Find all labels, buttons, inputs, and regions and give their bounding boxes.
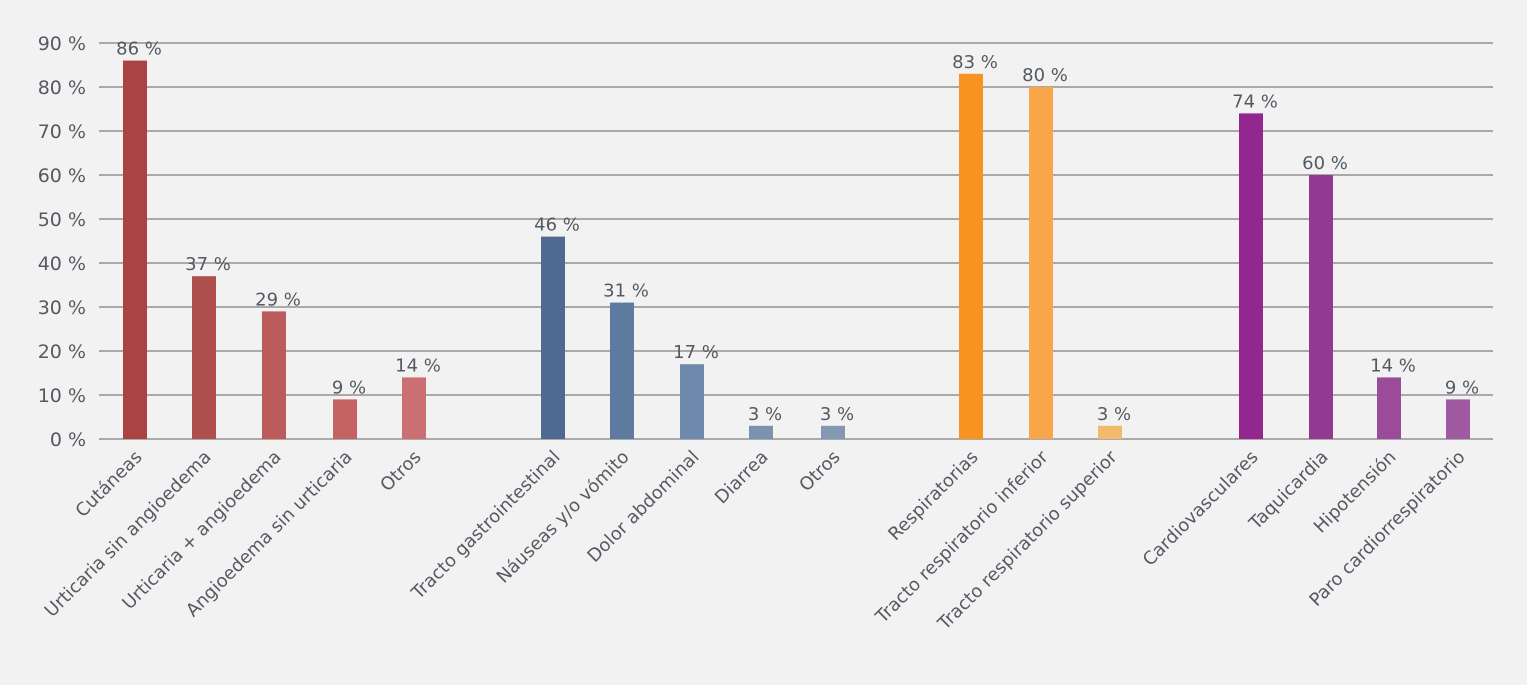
bar bbox=[1309, 175, 1333, 439]
y-tick-label: 50 % bbox=[38, 209, 86, 231]
x-tick-label: Cutáneas bbox=[72, 447, 147, 522]
data-label: 60 % bbox=[1302, 153, 1348, 174]
data-label: 3 % bbox=[820, 404, 854, 425]
data-label: 86 % bbox=[116, 39, 162, 60]
bar bbox=[680, 364, 704, 439]
bar bbox=[821, 425, 845, 439]
x-tick-label: Otros bbox=[376, 447, 425, 496]
data-label: 17 % bbox=[673, 342, 719, 363]
data-label: 3 % bbox=[1097, 404, 1131, 425]
x-tick-label: Cardiovasculares bbox=[1139, 447, 1263, 571]
bar bbox=[402, 377, 426, 439]
y-tick-label: 20 % bbox=[38, 341, 86, 363]
bar bbox=[1029, 87, 1053, 439]
x-tick-label: Otros bbox=[795, 447, 844, 496]
bar bbox=[123, 60, 147, 439]
data-label: 31 % bbox=[603, 281, 649, 302]
bar bbox=[192, 276, 216, 439]
data-label: 14 % bbox=[395, 355, 441, 376]
data-label: 37 % bbox=[185, 254, 231, 275]
x-tick-label: Náuseas y/o vómito bbox=[493, 447, 634, 588]
data-label: 80 % bbox=[1022, 65, 1068, 86]
data-label: 83 % bbox=[952, 52, 998, 73]
bar bbox=[541, 236, 565, 439]
bar bbox=[1239, 113, 1263, 440]
y-tick-label: 60 % bbox=[38, 165, 86, 187]
data-label: 9 % bbox=[1445, 377, 1479, 398]
bar bbox=[333, 399, 357, 439]
x-tick-label: Diarrea bbox=[711, 447, 773, 509]
data-label: 9 % bbox=[332, 377, 366, 398]
y-tick-label: 70 % bbox=[38, 121, 86, 143]
bar bbox=[749, 425, 773, 439]
bar bbox=[1098, 425, 1122, 439]
data-label: 3 % bbox=[748, 404, 782, 425]
data-label: 14 % bbox=[1370, 355, 1416, 376]
y-tick-label: 30 % bbox=[38, 297, 86, 319]
data-label: 29 % bbox=[255, 289, 301, 310]
bar bbox=[1446, 399, 1470, 439]
y-tick-label: 90 % bbox=[38, 33, 86, 55]
bar bbox=[959, 73, 983, 440]
data-label: 74 % bbox=[1232, 91, 1278, 112]
y-tick-label: 80 % bbox=[38, 77, 86, 99]
bar bbox=[610, 302, 634, 439]
y-tick-label: 10 % bbox=[38, 385, 86, 407]
y-tick-label: 40 % bbox=[38, 253, 86, 275]
bar bbox=[1377, 377, 1401, 439]
bar bbox=[262, 311, 286, 439]
y-tick-label: 0 % bbox=[50, 429, 86, 451]
data-label: 46 % bbox=[534, 215, 580, 236]
